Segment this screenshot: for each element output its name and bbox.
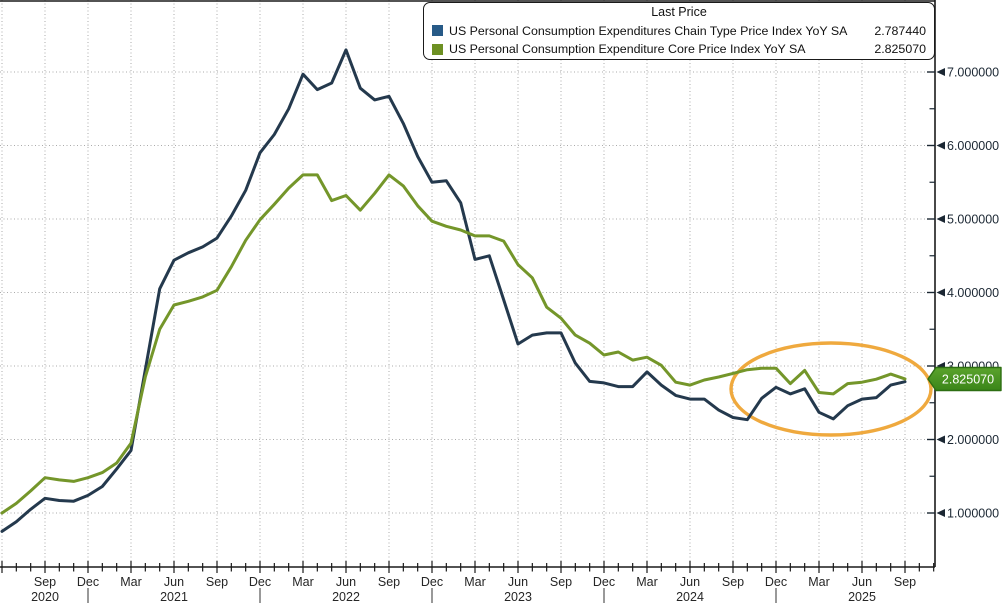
x-axis-year-labels: 2020 2021 2022 2023 2024 2025 bbox=[31, 590, 876, 604]
y-axis-label: 1.000000 bbox=[947, 506, 999, 520]
x-axis-month-label: Sep bbox=[722, 575, 744, 589]
series-lines bbox=[0, 48, 907, 533]
x-axis-month-label: Sep bbox=[894, 575, 916, 589]
last-price-tag-value: 2.825070 bbox=[942, 373, 994, 387]
x-axis-year-label: 2023 bbox=[504, 590, 532, 604]
legend-series-label: US Personal Consumption Expenditures Cha… bbox=[449, 23, 848, 38]
legend-box: Last Price US Personal Consumption Expen… bbox=[423, 2, 935, 60]
y-tick-arrow-icon bbox=[936, 215, 945, 223]
x-axis-year-label: 2024 bbox=[676, 590, 704, 604]
x-axis-ticks bbox=[1, 561, 935, 573]
x-axis-month-label: Mar bbox=[808, 575, 830, 589]
x-axis-year-label: 2022 bbox=[332, 590, 360, 604]
x-axis-month-label: Dec bbox=[421, 575, 443, 589]
x-axis-month-label: Mar bbox=[120, 575, 142, 589]
x-axis-year-label: 2025 bbox=[848, 590, 876, 604]
last-price-tag-shape bbox=[927, 366, 1002, 392]
x-axis-month-label: Dec bbox=[593, 575, 615, 589]
x-axis-year-label: 2021 bbox=[160, 590, 188, 604]
y-tick-arrow-icon bbox=[936, 68, 945, 76]
year-divider-lines bbox=[87, 588, 777, 603]
y-tick-arrow-icon bbox=[936, 288, 945, 297]
gridlines bbox=[0, 0, 935, 567]
highlight-ellipse-annotation bbox=[729, 341, 933, 437]
x-axis-month-label: Jun bbox=[336, 575, 356, 589]
x-axis-month-label: Jun bbox=[680, 575, 700, 589]
x-axis-month-label: Sep bbox=[206, 575, 228, 589]
x-axis-month-label: Sep bbox=[34, 575, 56, 589]
x-axis-month-label: Sep bbox=[378, 575, 400, 589]
x-axis-year-label: 2020 bbox=[31, 590, 59, 604]
y-tick-arrow-icon bbox=[936, 435, 945, 444]
x-axis-month-label: Jun bbox=[508, 575, 528, 589]
x-axis-month-label: Jun bbox=[164, 575, 184, 589]
core-pce-line bbox=[0, 173, 907, 515]
y-axis-value-labels: 1.0000002.0000003.0000004.0000005.000000… bbox=[947, 65, 999, 520]
y-axis-label: 6.000000 bbox=[947, 139, 999, 153]
headline-pce-line bbox=[0, 48, 907, 533]
core-series-swatch-icon bbox=[432, 43, 443, 55]
legend-series-value: 2.825070 bbox=[874, 42, 926, 56]
x-axis-month-label: Mar bbox=[464, 575, 486, 589]
y-axis-label: 7.000000 bbox=[947, 65, 999, 79]
y-tick-arrow-icon bbox=[936, 141, 945, 150]
legend-title: Last Price bbox=[651, 5, 707, 19]
y-axis-label: 4.000000 bbox=[947, 286, 999, 300]
legend-series-value: 2.787440 bbox=[874, 23, 926, 38]
legend-row-headline: US Personal Consumption Expenditures Cha… bbox=[432, 23, 926, 39]
x-axis-month-label: Jun bbox=[852, 575, 872, 589]
x-axis-month-label: Dec bbox=[77, 575, 99, 589]
legend-row-core: US Personal Consumption Expenditure Core… bbox=[432, 41, 926, 57]
y-axis-label: 5.000000 bbox=[947, 212, 999, 226]
x-axis-month-label: Sep bbox=[550, 575, 572, 589]
y-tick-arrow-icon bbox=[936, 509, 945, 517]
x-axis-month-label: Dec bbox=[765, 575, 787, 589]
headline-series-swatch-icon bbox=[432, 25, 443, 36]
x-axis-month-label: Mar bbox=[292, 575, 314, 589]
y-axis-label: 2.000000 bbox=[947, 433, 999, 447]
x-axis-month-labels: Sep Dec Mar Jun Sep Dec Mar Jun Sep Dec Mar Jun Sep D… bbox=[34, 575, 916, 589]
legend-series-label: US Personal Consumption Expenditure Core… bbox=[449, 42, 806, 56]
x-axis-month-label: Mar bbox=[636, 575, 658, 589]
x-axis-month-label: Dec bbox=[249, 575, 271, 589]
y-axis-ticks bbox=[927, 68, 945, 517]
last-price-tag: 2.825070 bbox=[927, 366, 1002, 392]
